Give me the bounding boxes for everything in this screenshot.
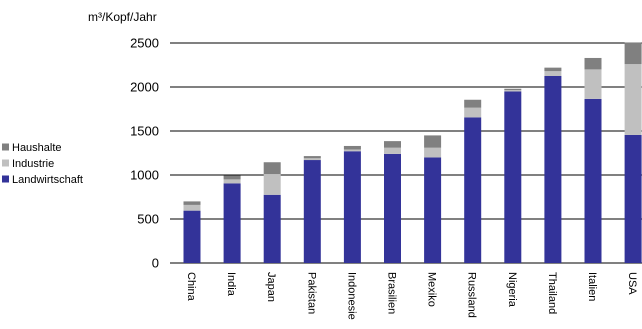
bar-segment-industrie [544,71,562,76]
bar-segment-landwirtschaft [624,134,642,263]
bar-segment-haushalte [504,88,522,91]
bar-segment-haushalte [263,162,281,175]
bar-segment-industrie [183,204,201,211]
x-category-label: Brasilien [386,272,398,314]
bar-segment-haushalte [464,99,482,108]
legend-swatch [2,143,9,151]
bar-segment-landwirtschaft [504,91,522,264]
bar-segment-landwirtschaft [584,98,602,263]
bars [183,42,642,264]
bar-segment-haushalte [384,141,401,148]
bar-segment-haushalte [584,57,602,70]
x-category-label: India [225,272,237,297]
bar-segment-industrie [464,107,482,118]
bar-segment-industrie [584,69,602,99]
legend-swatch [2,159,9,167]
bar-segment-landwirtschaft [303,160,321,263]
bar-segment-industrie [624,64,642,135]
bar-segment-industrie [263,174,281,195]
bar-segment-landwirtschaft [544,76,562,263]
y-tick-label: 1500 [130,124,159,139]
y-tick-label: 2000 [130,80,159,95]
x-category-label: Thailand [546,272,558,314]
legend-label: Industrie [12,158,54,170]
bar-segment-haushalte [183,201,201,205]
bar-segment-haushalte [544,67,562,72]
x-category-label: Japan [265,272,277,302]
x-axis-categories: China India Japan Pakistan Indonesie Brasilie… [185,272,638,320]
bar-segment-landwirtschaft [183,210,201,263]
y-tick-label: 0 [152,256,159,271]
bar-segment-landwirtschaft [223,183,241,263]
bar-segment-industrie [384,147,401,154]
x-category-label: China [185,272,197,302]
bar-segment-industrie [303,158,321,161]
bar-segment-haushalte [303,156,321,159]
y-axis-unit-label: m³/Kopf/Jahr [88,10,157,24]
y-tick-label: 2500 [130,36,159,51]
bar-segment-landwirtschaft [384,153,401,263]
bar-segment-haushalte [223,175,241,180]
x-category-label: Nigeria [506,272,518,308]
bar-segment-industrie [504,90,522,92]
bar-segment-industrie [424,147,442,158]
y-axis-ticks: 0 500 1000 1500 2000 2500 [130,36,159,271]
bar-segment-industrie [343,149,361,152]
legend-label: Haushalte [12,142,62,154]
x-category-label: Italien [586,272,598,301]
x-category-label: Indonesie [345,272,357,320]
x-category-label: USA [626,272,638,295]
legend-swatch [2,175,9,183]
bar-segment-landwirtschaft [424,157,442,263]
bar-segment-landwirtschaft [464,117,482,263]
legend-label: Landwirtschaft [12,174,83,186]
gridlines [170,42,642,264]
x-category-label: Mexiko [426,272,438,307]
legend: Haushalte Industrie Landwirtschaft [2,142,83,186]
y-tick-label: 500 [137,212,159,227]
bar-segment-landwirtschaft [343,151,361,263]
bar-segment-haushalte [624,42,642,65]
x-category-label: Russland [466,272,478,318]
x-category-label: Pakistan [305,272,317,314]
bar-segment-landwirtschaft [263,194,281,263]
bar-segment-haushalte [424,135,442,148]
bar-segment-haushalte [343,145,361,150]
y-tick-label: 1000 [130,168,159,183]
bar-segment-industrie [223,179,241,184]
